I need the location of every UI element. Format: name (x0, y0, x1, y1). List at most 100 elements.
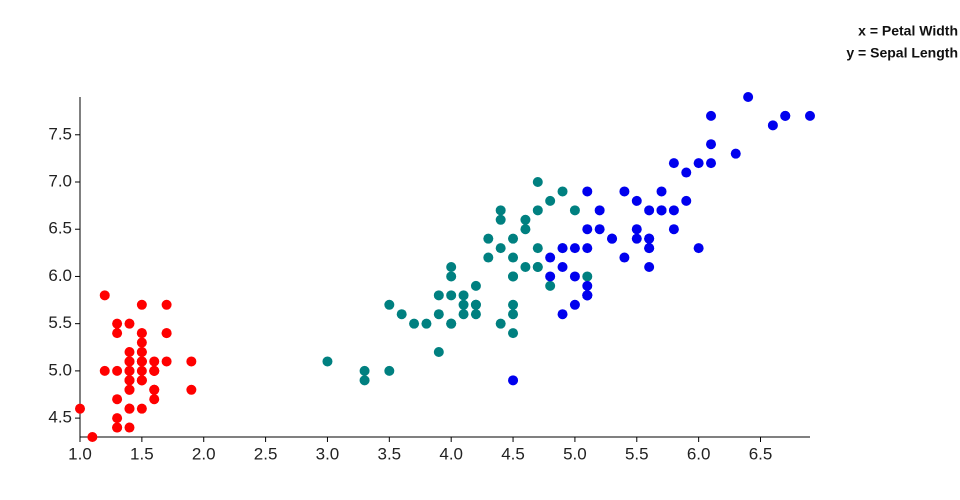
point (520, 214, 531, 225)
point (136, 365, 147, 376)
point (508, 375, 519, 386)
x-tick-label: 6.5 (749, 444, 773, 463)
point (805, 110, 815, 121)
point (495, 214, 506, 225)
point (112, 422, 123, 433)
point (322, 356, 333, 367)
point (149, 365, 160, 376)
point (384, 299, 395, 310)
point (508, 252, 519, 263)
point (594, 224, 605, 235)
point (582, 243, 593, 254)
point (656, 186, 667, 197)
point (124, 422, 135, 433)
point (582, 280, 593, 291)
point (668, 158, 679, 169)
point (631, 224, 642, 235)
point (619, 186, 630, 197)
point (532, 262, 543, 272)
point (161, 299, 172, 310)
point (409, 318, 420, 329)
point (780, 110, 791, 121)
point (706, 139, 717, 150)
annotation: y = Sepal Length (846, 45, 958, 61)
point (186, 384, 197, 395)
point (433, 309, 444, 320)
point (446, 318, 457, 329)
point (582, 224, 593, 235)
point (124, 384, 135, 395)
point (569, 271, 580, 282)
point (359, 375, 370, 386)
point (421, 318, 432, 329)
point (693, 158, 704, 169)
point (508, 309, 519, 320)
point (124, 375, 135, 386)
point (668, 205, 679, 216)
point (532, 177, 543, 187)
point (644, 262, 655, 272)
point (545, 280, 556, 291)
point (656, 205, 667, 216)
point (446, 271, 457, 282)
point (594, 205, 605, 216)
point (124, 318, 135, 329)
point (582, 271, 593, 282)
point (161, 328, 172, 339)
point (458, 290, 469, 301)
x-tick-label: 4.5 (501, 444, 525, 463)
point (75, 403, 85, 414)
point (124, 347, 135, 357)
point (681, 167, 692, 178)
point (87, 432, 98, 442)
x-tick-label: 4.0 (439, 444, 463, 463)
point (112, 328, 123, 339)
point (767, 120, 778, 131)
point (644, 233, 655, 244)
point (112, 394, 123, 405)
y-tick-label: 5.0 (48, 360, 72, 379)
point (136, 347, 147, 357)
point (631, 195, 642, 206)
point (99, 365, 110, 376)
x-tick-label: 1.5 (130, 444, 154, 463)
x-tick-label: 3.0 (316, 444, 340, 463)
y-tick-label: 5.5 (48, 313, 72, 332)
point (545, 271, 556, 282)
point (730, 148, 741, 159)
point (508, 328, 519, 339)
y-tick-label: 6.0 (48, 266, 72, 285)
point (532, 205, 543, 216)
point (557, 309, 568, 320)
point (619, 252, 630, 263)
point (112, 365, 123, 376)
point (532, 243, 543, 254)
point (112, 413, 123, 424)
point (186, 356, 197, 367)
point (508, 271, 519, 282)
point (495, 205, 506, 216)
point (124, 365, 135, 376)
point (706, 158, 717, 169)
point (569, 299, 580, 310)
point (136, 299, 147, 310)
point (470, 299, 481, 310)
point (433, 347, 444, 357)
point (124, 403, 135, 414)
point (545, 195, 556, 206)
point (508, 233, 519, 244)
point (631, 233, 642, 244)
point (136, 328, 147, 339)
point (384, 365, 395, 376)
x-tick-label: 5.0 (563, 444, 587, 463)
point (136, 356, 147, 367)
point (545, 252, 556, 263)
point (668, 224, 679, 235)
x-tick-label: 6.0 (687, 444, 711, 463)
point (483, 233, 494, 244)
y-tick-label: 7.0 (48, 171, 72, 190)
point (470, 309, 481, 320)
x-tick-label: 3.5 (378, 444, 402, 463)
